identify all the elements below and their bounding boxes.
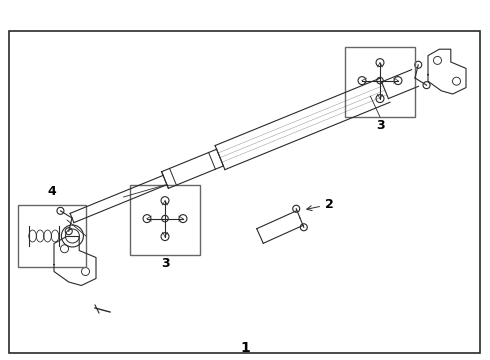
Text: 3: 3 bbox=[376, 119, 384, 132]
Bar bbox=[130, 185, 200, 255]
Text: 2: 2 bbox=[307, 198, 334, 211]
Text: 1: 1 bbox=[240, 341, 250, 355]
Text: 4: 4 bbox=[48, 185, 56, 198]
Bar bbox=[345, 47, 415, 117]
Text: 3: 3 bbox=[161, 257, 170, 270]
Bar bbox=[18, 205, 86, 267]
Bar bbox=[9, 31, 480, 353]
